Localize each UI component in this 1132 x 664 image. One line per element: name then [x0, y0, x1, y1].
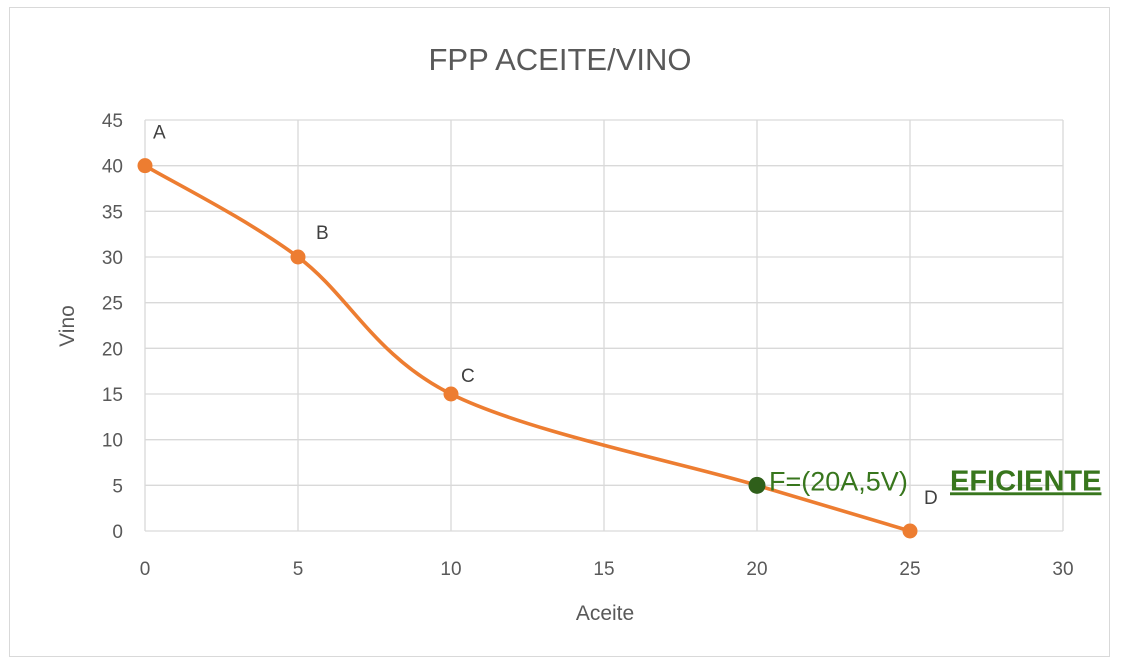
y-tick-label: 5	[112, 476, 123, 497]
x-tick-label: 15	[593, 559, 614, 580]
x-tick-label: 25	[899, 559, 920, 580]
efficient-label: EFICIENTE	[950, 465, 1101, 497]
series-vino: A B C D	[137, 123, 938, 539]
y-tick-label: 25	[102, 294, 123, 315]
point-f-label: F=(20A,5V)	[769, 466, 908, 496]
point-b-label: B	[316, 223, 329, 244]
chart-title: FPP ACEITE/VINO	[428, 42, 691, 77]
point-c-marker	[443, 386, 459, 402]
y-tick-label: 0	[112, 522, 123, 543]
point-c-label: C	[461, 366, 475, 387]
chart-frame	[9, 7, 1110, 657]
point-d-label: D	[924, 488, 938, 509]
y-tick-label: 40	[102, 157, 123, 178]
y-tick-label: 30	[102, 248, 123, 269]
y-tick-label: 45	[102, 111, 123, 132]
tick-labels: 0 5 10 15 20 25 30 35 40 45 0 5 10 15 20 25 30	[102, 111, 1074, 580]
y-tick-label: 10	[102, 431, 123, 452]
point-f-marker	[748, 476, 766, 494]
x-tick-label: 5	[293, 559, 304, 580]
x-tick-label: 30	[1052, 559, 1073, 580]
x-tick-label: 20	[746, 559, 767, 580]
point-a-label: A	[153, 123, 166, 144]
y-tick-label: 35	[102, 202, 123, 223]
x-axis-title: Aceite	[576, 602, 634, 625]
point-b-marker	[290, 249, 306, 265]
point-a-marker	[137, 158, 153, 174]
x-tick-label: 0	[140, 559, 151, 580]
grid	[144, 119, 1064, 532]
y-tick-label: 20	[102, 339, 123, 360]
x-tick-label: 10	[440, 559, 461, 580]
annotation: F=(20A,5V) EFICIENTE	[748, 465, 1101, 497]
y-axis-title: Vino	[56, 305, 79, 347]
y-tick-label: 15	[102, 385, 123, 406]
point-d-marker	[902, 523, 918, 539]
